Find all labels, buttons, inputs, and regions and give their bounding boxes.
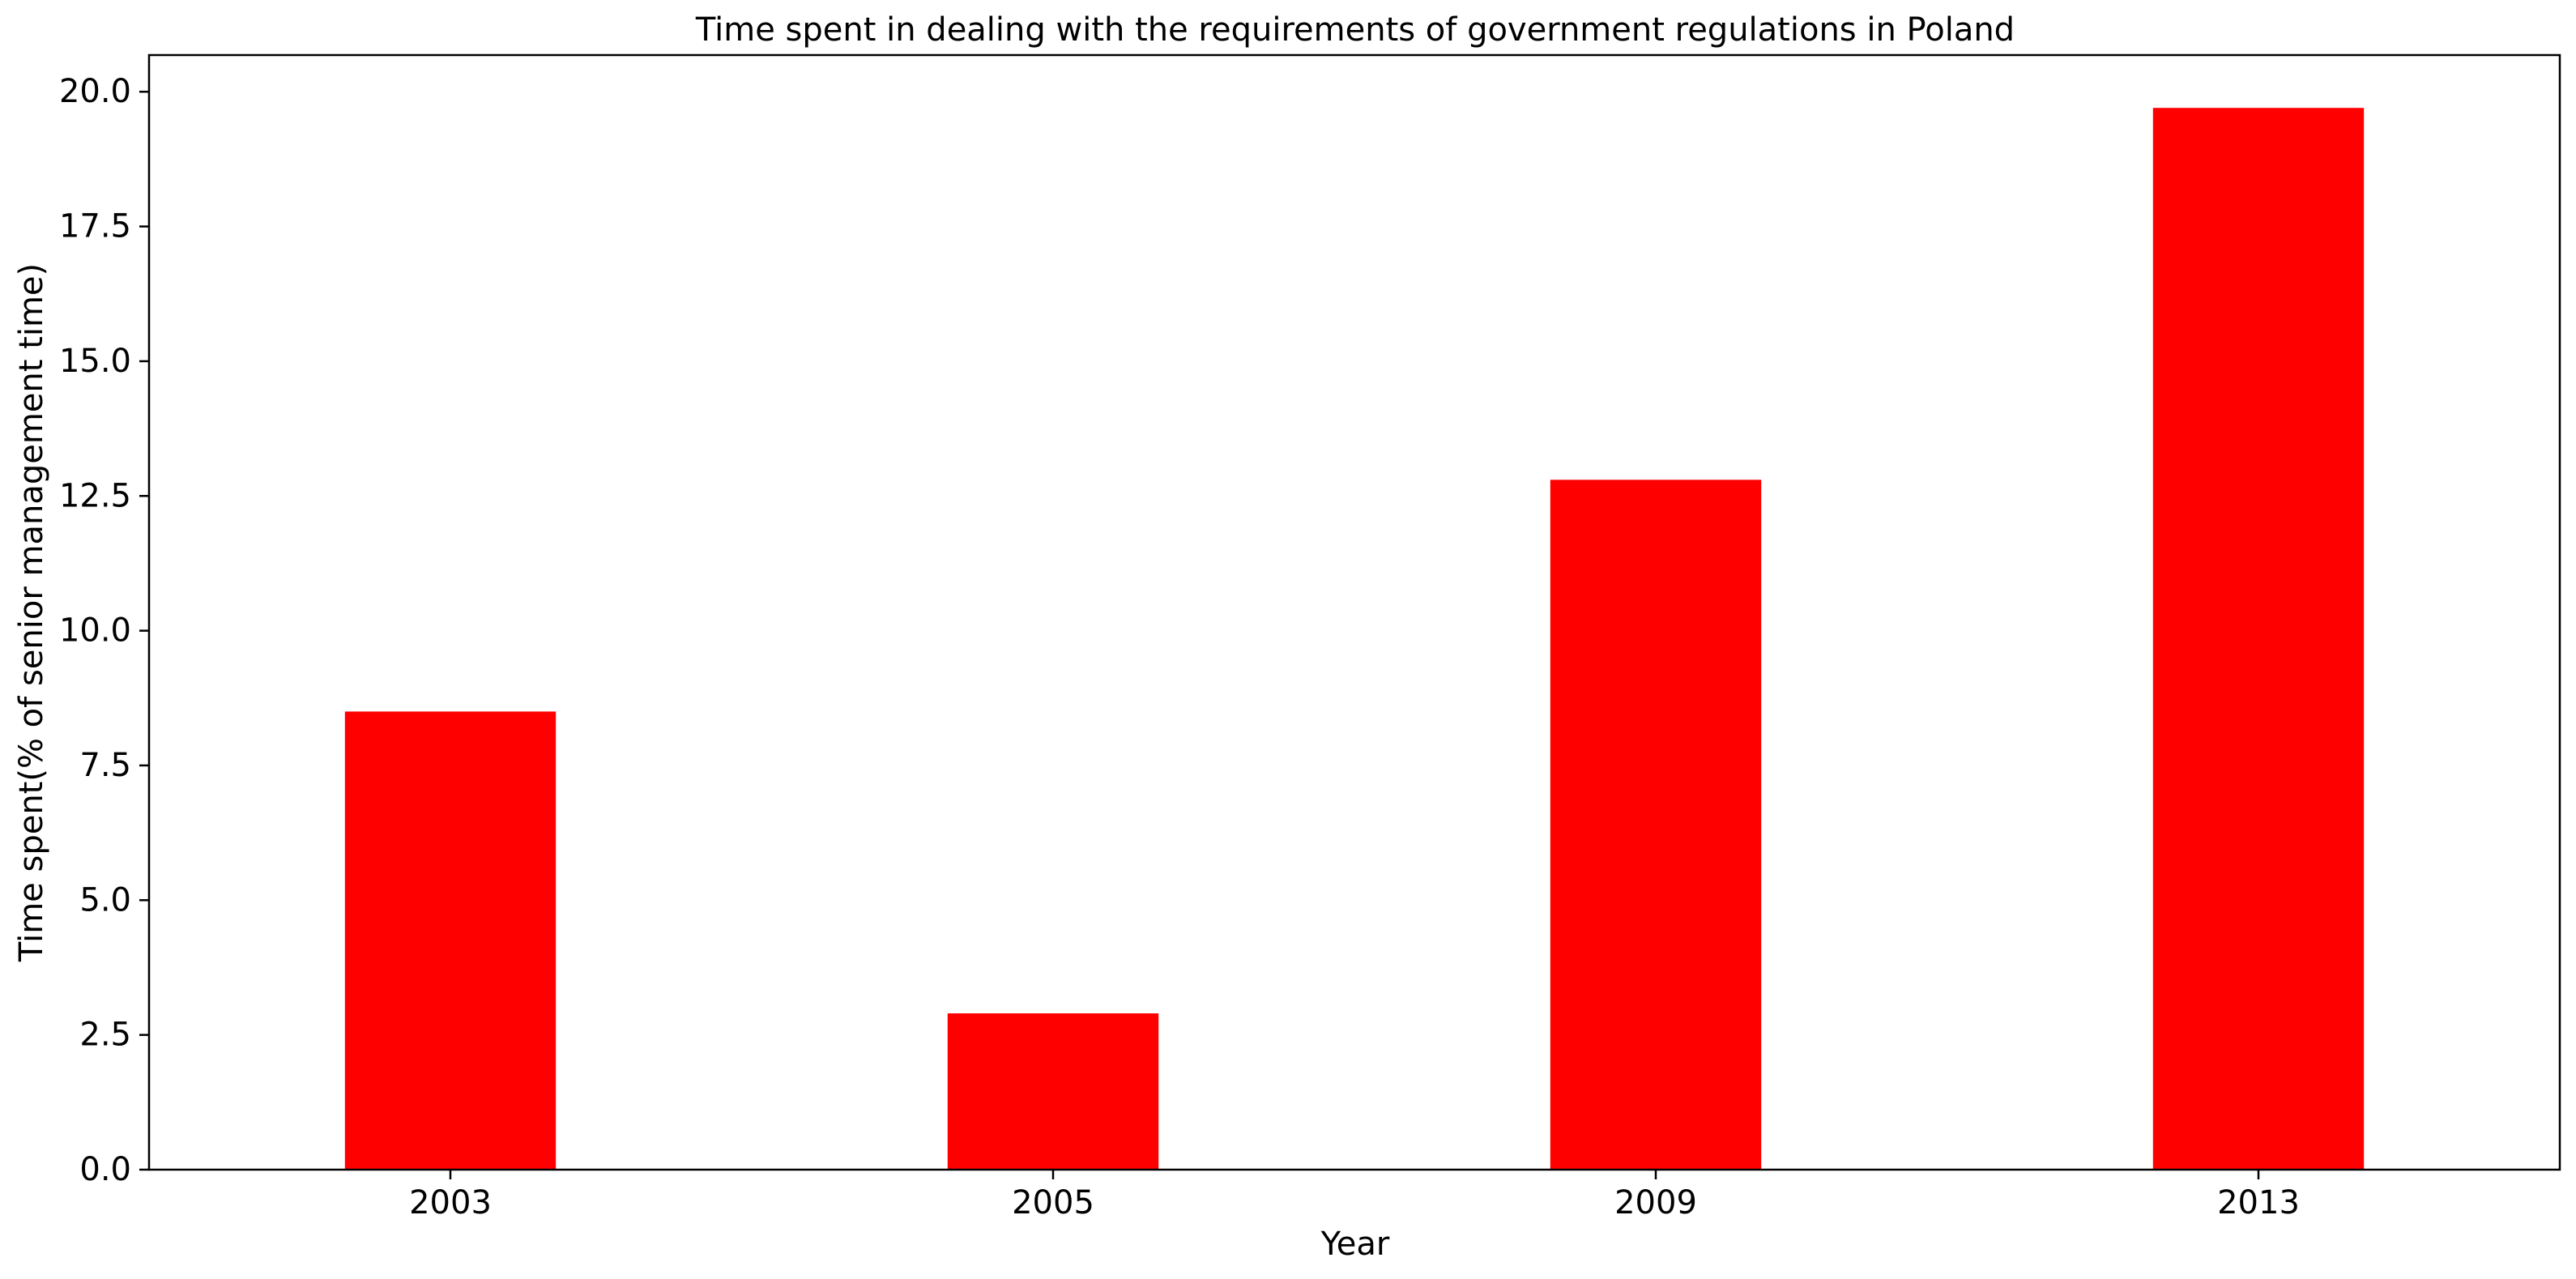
bar-2003 [344, 711, 557, 1170]
y-tick-label: 10.0 [59, 612, 131, 650]
bars-layer [344, 108, 2365, 1170]
y-tick-label: 20.0 [59, 73, 131, 110]
y-axis-title: Time spent(% of senior management time) [13, 263, 50, 962]
y-tick-label: 12.5 [59, 477, 131, 514]
plot-frame [147, 53, 2561, 1171]
y-tick-label: 5.0 [79, 881, 131, 919]
y-tick-label: 7.5 [79, 747, 131, 784]
x-tick-label: 2009 [1614, 1184, 1697, 1221]
chart-title: Time spent in dealing with the requireme… [695, 11, 2015, 49]
y-axis-ticks: 0.0 2.5 5.0 7.5 10.0 12.5 15.0 17.5 20.0 [59, 73, 149, 1188]
x-tick-label: 2005 [1012, 1184, 1094, 1221]
bar-2009 [1550, 480, 1762, 1170]
y-tick-label: 17.5 [59, 208, 131, 245]
x-tick-label: 2013 [2217, 1184, 2300, 1221]
x-tick-label: 2003 [409, 1184, 492, 1221]
y-tick-label: 0.0 [79, 1151, 131, 1188]
x-axis-ticks: 2003 2005 2009 2013 [409, 1170, 2300, 1221]
bar-2013 [2152, 108, 2365, 1170]
bar-2005 [947, 1013, 1159, 1170]
x-axis-title: Year [1320, 1226, 1390, 1263]
y-tick-label: 15.0 [59, 343, 131, 380]
y-tick-label: 2.5 [79, 1017, 131, 1054]
